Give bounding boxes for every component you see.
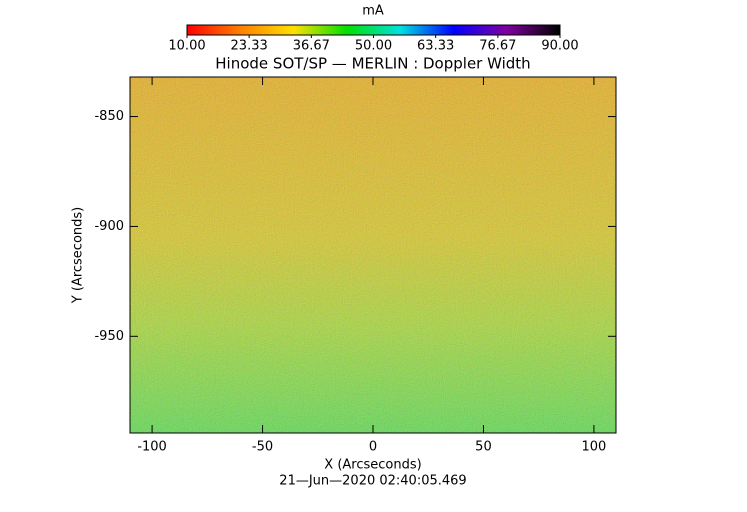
y-tick-label: -850 [94,109,124,124]
colorbar-tick-label: 36.67 [293,39,330,54]
y-tick-label: -950 [94,329,124,344]
colorbar-tick-label: 10.00 [168,39,205,54]
colorbar [186,24,561,36]
x-tick-label: -100 [137,440,167,455]
y-tick-label: -900 [94,219,124,234]
x-tick-label: 100 [581,440,606,455]
colorbar-tick-label: 23.33 [231,39,268,54]
heatmap-texture [130,77,616,433]
colorbar-tick-label: 90.00 [541,39,578,54]
x-axis-label: X (Arcseconds) [324,458,421,473]
x-tick-label: 50 [475,440,492,455]
x-tick-label: 0 [369,440,377,455]
timestamp: 21—Jun—2020 02:40:05.469 [279,474,466,489]
colorbar-tick-label: 63.33 [417,39,454,54]
colorbar-tick-label: 50.00 [355,39,392,54]
y-axis-label: Y (Arcseconds) [71,207,86,304]
colorbar-tick-label: 76.67 [479,39,516,54]
x-tick-label: -50 [252,440,273,455]
colorbar-label: mA [362,4,384,19]
chart-title: Hinode SOT/SP — MERLIN : Doppler Width [215,55,530,73]
